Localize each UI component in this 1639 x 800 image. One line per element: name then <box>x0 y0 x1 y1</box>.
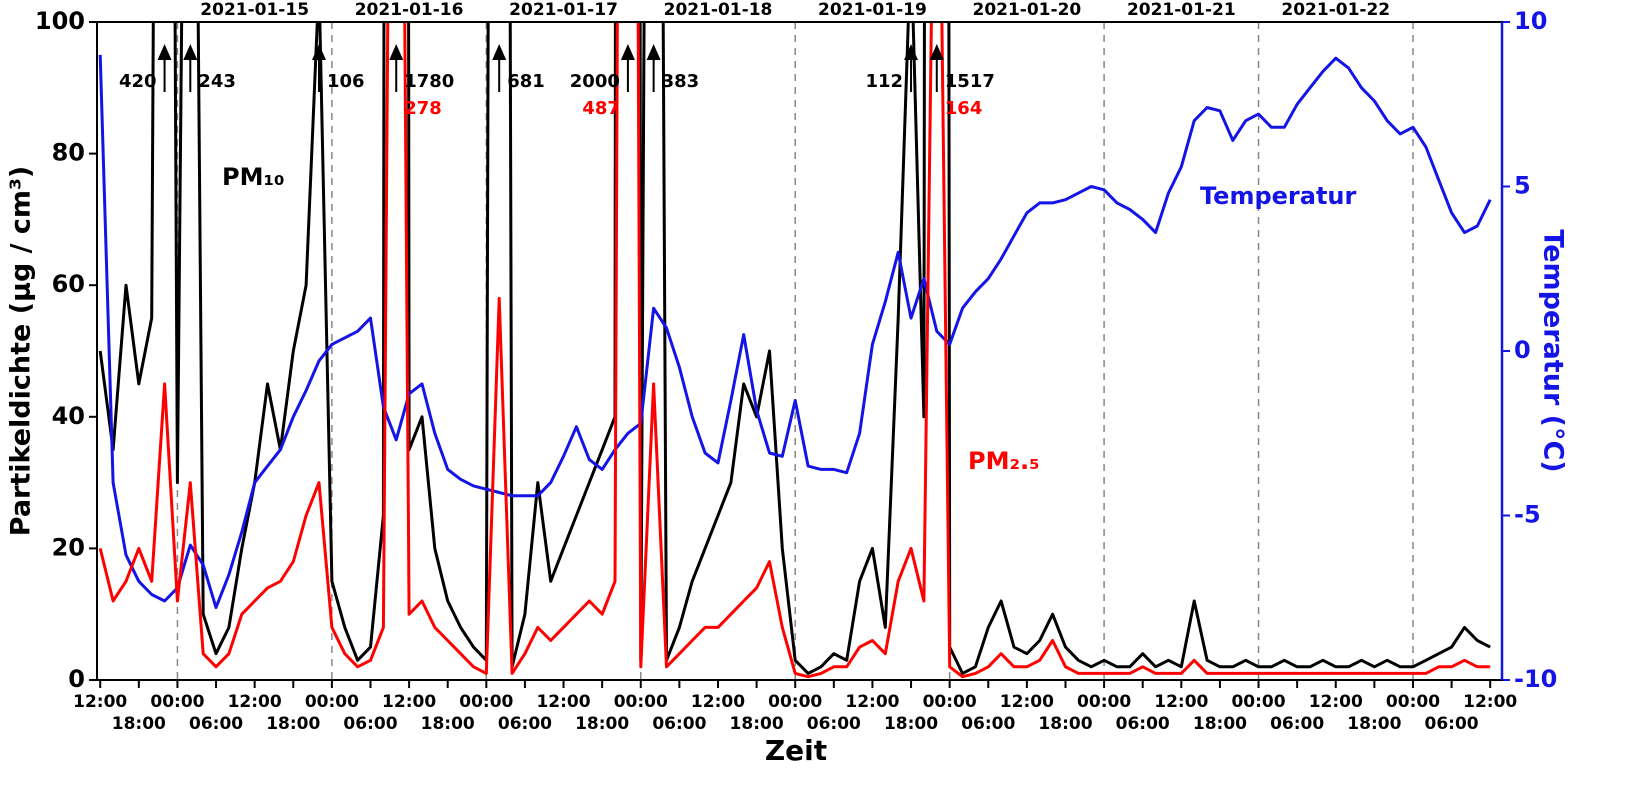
annotation-arrowhead <box>389 44 404 60</box>
x-tick-label: 06:00 <box>343 714 397 734</box>
x-tick-label: 12:00 <box>228 692 282 712</box>
annotation: 420 <box>119 71 157 92</box>
annotation-arrowhead <box>620 44 635 60</box>
x-tick-label: 12:00 <box>73 692 127 712</box>
x-tick-label: 12:00 <box>845 692 899 712</box>
x-tick-label: 18:00 <box>884 714 938 734</box>
annotation: 106 <box>327 71 365 92</box>
y2-axis-title: Temperatur (°C) <box>1538 229 1569 472</box>
y2-tick-label: 0 <box>1514 336 1531 364</box>
date-label: 2021-01-15 <box>200 0 309 20</box>
annotation-arrowhead <box>904 44 919 60</box>
x-tick-label: 18:00 <box>575 714 629 734</box>
annotation-arrowhead <box>157 44 172 60</box>
date-label: 2021-01-20 <box>972 0 1081 20</box>
x-tick-label: 12:00 <box>1463 692 1517 712</box>
date-label: 2021-01-18 <box>664 0 773 20</box>
y2-tick-label: -10 <box>1514 665 1557 693</box>
date-label: 2021-01-19 <box>818 0 927 20</box>
x-tick-label: 12:00 <box>382 692 436 712</box>
annotation: 487 <box>582 98 620 119</box>
x-tick-label: 12:00 <box>1154 692 1208 712</box>
x-tick-label: 00:00 <box>1077 692 1131 712</box>
y-tick-label: 80 <box>52 139 85 167</box>
series-label: PM₁₀ <box>222 163 285 191</box>
y-tick-label: 0 <box>68 665 85 693</box>
annotation-arrowhead <box>929 44 944 60</box>
x-tick-label: 06:00 <box>498 714 552 734</box>
x-tick-label: 12:00 <box>1000 692 1054 712</box>
annotation: 243 <box>198 71 236 92</box>
annotation-arrowhead <box>492 44 507 60</box>
date-label: 2021-01-22 <box>1281 0 1390 20</box>
y-tick-label: 40 <box>52 402 85 430</box>
x-tick-label: 00:00 <box>459 692 513 712</box>
annotation: 2000 <box>570 71 620 92</box>
series-line <box>98 22 1491 679</box>
x-tick-label: 12:00 <box>536 692 590 712</box>
series-line <box>98 22 1491 675</box>
x-tick-label: 18:00 <box>112 714 166 734</box>
x-tick-label: 00:00 <box>1386 692 1440 712</box>
x-tick-label: 00:00 <box>150 692 204 712</box>
series-label: Temperatur <box>1200 182 1357 210</box>
x-tick-label: 00:00 <box>305 692 359 712</box>
annotation-arrowhead <box>312 44 327 60</box>
date-label: 2021-01-16 <box>355 0 464 20</box>
plot-area <box>98 22 1492 679</box>
x-tick-label: 18:00 <box>730 714 784 734</box>
annotation-arrowhead <box>646 44 661 60</box>
annotation-arrowhead <box>183 44 198 60</box>
plot-frame <box>96 21 1503 681</box>
x-tick-label: 18:00 <box>266 714 320 734</box>
x-tick-label: 06:00 <box>1116 714 1170 734</box>
annotation: 112 <box>865 71 903 92</box>
series-label: PM₂.₅ <box>968 447 1040 475</box>
x-tick-label: 06:00 <box>961 714 1015 734</box>
y-axis-title: Partikeldichte (µg / cm³) <box>6 166 37 537</box>
x-tick-label: 06:00 <box>1270 714 1324 734</box>
y2-tick-label: 10 <box>1514 7 1547 35</box>
x-tick-label: 00:00 <box>923 692 977 712</box>
x-tick-label: 12:00 <box>1309 692 1363 712</box>
x-tick-label: 18:00 <box>1038 714 1092 734</box>
x-tick-label: 06:00 <box>1425 714 1479 734</box>
x-tick-label: 12:00 <box>691 692 745 712</box>
x-tick-label: 06:00 <box>652 714 706 734</box>
y-tick-label: 20 <box>52 533 85 561</box>
x-tick-label: 18:00 <box>1193 714 1247 734</box>
annotation: 383 <box>662 71 700 92</box>
annotation: 681 <box>507 71 545 92</box>
x-axis-title: Zeit <box>765 734 827 767</box>
date-label: 2021-01-17 <box>509 0 618 20</box>
y2-tick-label: -5 <box>1514 501 1541 529</box>
annotation: 1517 <box>945 71 995 92</box>
date-label: 2021-01-21 <box>1127 0 1236 20</box>
x-tick-label: 18:00 <box>421 714 475 734</box>
x-tick-label: 00:00 <box>614 692 668 712</box>
x-tick-label: 18:00 <box>1347 714 1401 734</box>
x-tick-label: 00:00 <box>768 692 822 712</box>
annotation: 278 <box>404 98 442 119</box>
series-line <box>98 54 1492 610</box>
x-tick-label: 06:00 <box>807 714 861 734</box>
annotation: 1780 <box>404 71 454 92</box>
y-tick-label: 100 <box>35 7 85 35</box>
y-tick-label: 60 <box>52 270 85 298</box>
y2-tick-label: 5 <box>1514 172 1531 200</box>
annotation: 164 <box>945 98 983 119</box>
x-tick-label: 06:00 <box>189 714 243 734</box>
x-tick-label: 00:00 <box>1231 692 1285 712</box>
